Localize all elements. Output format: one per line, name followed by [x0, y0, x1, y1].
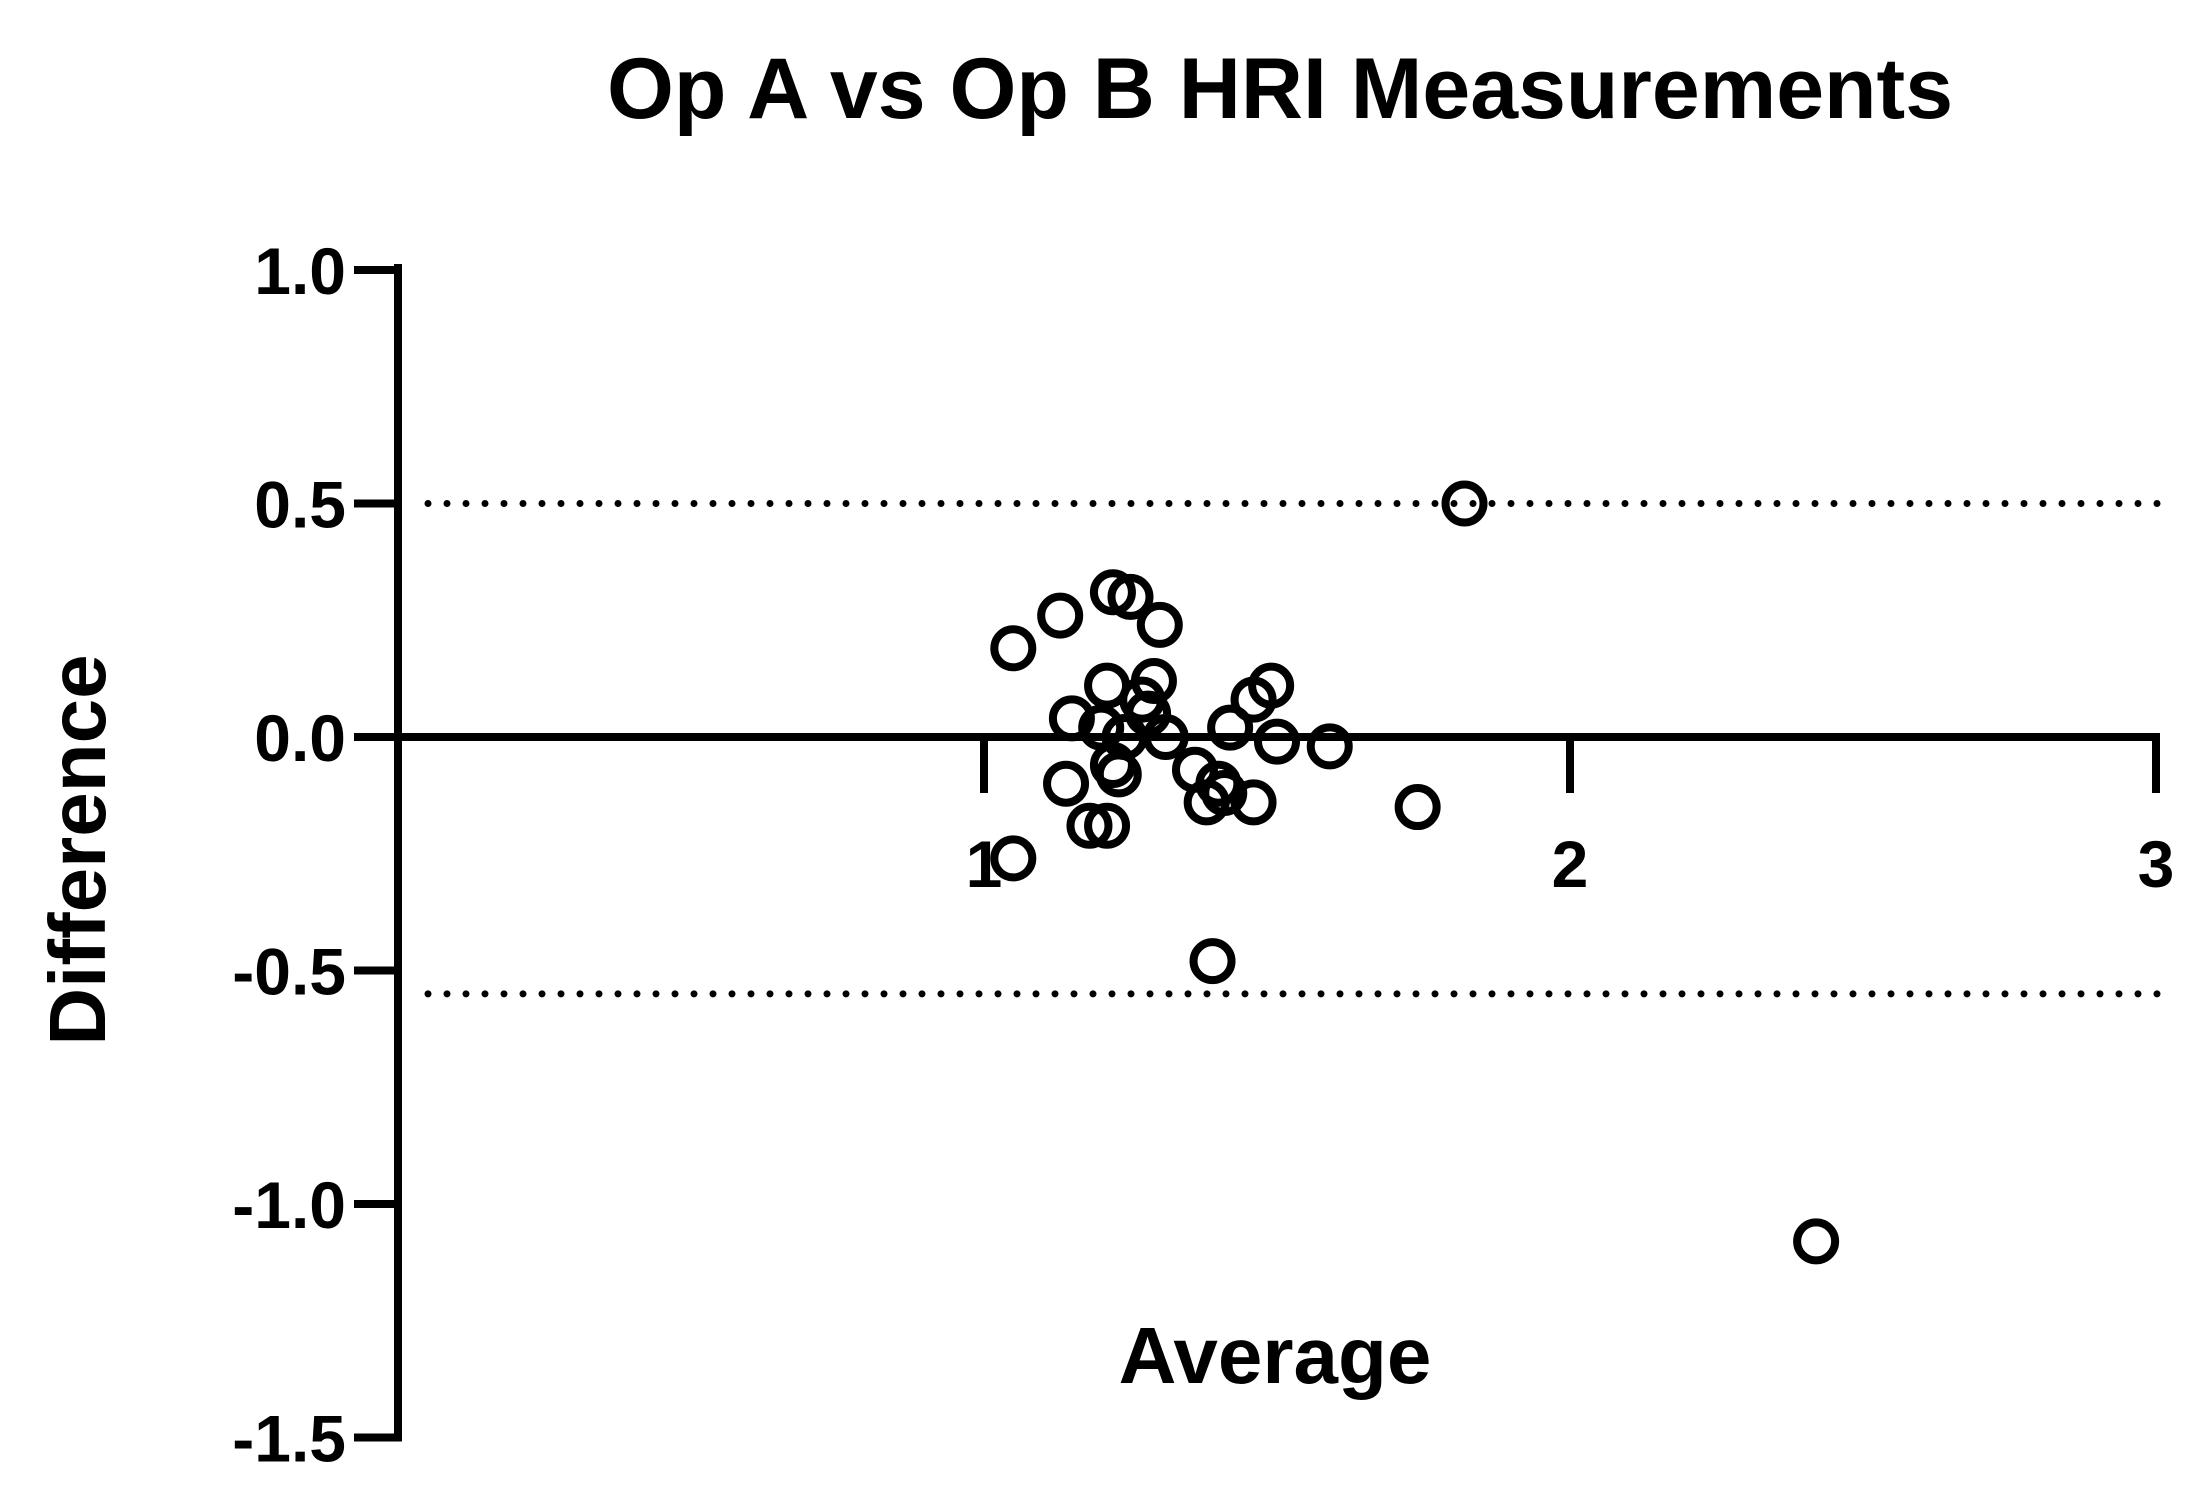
data-point	[990, 625, 1037, 672]
y-tick-label: -1.5	[232, 1402, 346, 1476]
data-points	[990, 480, 1840, 1265]
data-point	[1793, 1218, 1840, 1265]
x-tick-label: 3	[2138, 827, 2175, 901]
data-point	[1043, 760, 1090, 807]
data-point	[1306, 723, 1353, 770]
data-point	[1230, 779, 1277, 826]
data-point	[1394, 784, 1441, 831]
data-point	[1207, 704, 1254, 751]
x-axis-label: Average	[1119, 1311, 1432, 1400]
data-point	[1107, 573, 1154, 620]
y-tick-label: -0.5	[232, 935, 346, 1009]
y-axis-ticks: 1.0 0.5 0.0 -0.5 -1.0 -1.5	[232, 234, 402, 1476]
data-point	[1254, 718, 1300, 765]
data-point	[1066, 802, 1113, 849]
data-point	[1248, 662, 1295, 709]
data-point	[1095, 751, 1142, 798]
data-point	[1084, 802, 1131, 849]
y-axis-label: Difference	[33, 654, 122, 1045]
data-point	[1136, 601, 1183, 648]
x-tick-label: 2	[1552, 827, 1589, 901]
data-point	[1441, 480, 1488, 527]
y-tick-label: 1.0	[254, 234, 346, 308]
chart-title: Op A vs Op B HRI Measurements	[607, 41, 1953, 137]
y-tick-label: 0.5	[254, 468, 346, 542]
data-point	[990, 835, 1037, 882]
y-tick-label: -1.0	[232, 1168, 346, 1242]
y-tick-label: 0.0	[254, 701, 346, 775]
data-point	[1130, 657, 1177, 704]
data-point	[1201, 770, 1248, 817]
data-point	[1048, 695, 1095, 742]
data-point	[1189, 938, 1236, 985]
data-point	[1142, 714, 1189, 760]
data-point	[1037, 592, 1084, 639]
